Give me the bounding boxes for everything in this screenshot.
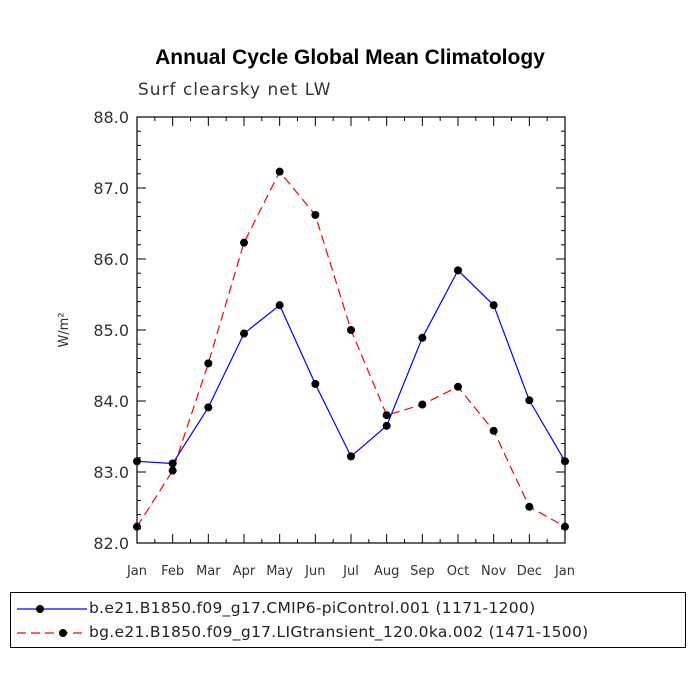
legend-label: b.e21.B1850.f09_g17.CMIP6-piControl.001 … <box>89 599 536 617</box>
legend-swatch-red <box>17 629 87 637</box>
series-line-1 <box>136 170 566 528</box>
data-point-s0-9 <box>454 266 462 275</box>
data-point-s1-11 <box>525 502 534 511</box>
x-tick-label: Feb <box>161 564 184 579</box>
y-axis-label: W/m² <box>57 312 72 347</box>
data-point-s0-7 <box>382 421 391 430</box>
y-tick-label: 87.0 <box>93 179 129 198</box>
data-point-s1-4 <box>275 167 284 176</box>
data-point-s1-12 <box>561 522 569 531</box>
x-tick-label: Jan <box>126 564 147 579</box>
data-point-s1-9 <box>454 382 462 391</box>
y-tick-label: 83.0 <box>93 463 129 482</box>
x-tick-label: Jan <box>554 564 575 579</box>
chart-title: Annual Cycle Global Mean Climatology <box>155 46 545 69</box>
y-tick-label: 82.0 <box>93 534 129 553</box>
data-point-s0-3 <box>240 329 248 338</box>
chart-legend: b.e21.B1850.f09_g17.CMIP6-piControl.001 … <box>10 592 686 648</box>
data-point-s1-8 <box>418 400 427 409</box>
data-point-s0-8 <box>418 333 427 342</box>
data-point-s0-4 <box>275 301 284 310</box>
x-tick-label: May <box>266 564 293 579</box>
legend-label: bg.e21.B1850.f09_g17.LIGtransient_120.0k… <box>89 623 589 641</box>
data-point-s1-7 <box>382 411 391 420</box>
data-point-s0-12 <box>561 457 569 466</box>
x-tick-label: Dec <box>517 564 542 579</box>
x-tick-label: Nov <box>481 564 507 579</box>
data-point-s0-11 <box>525 396 534 405</box>
series-line-0 <box>136 269 566 465</box>
data-point-s1-10 <box>489 426 498 435</box>
y-tick-label: 84.0 <box>93 392 129 411</box>
x-tick-label: Sep <box>410 564 435 579</box>
legend-swatch-blue <box>17 605 87 613</box>
chart-subtitle: Surf clearsky net LW <box>138 80 332 100</box>
x-tick-label: Jun <box>304 564 325 579</box>
data-point-s1-2 <box>204 359 213 368</box>
line-chart: Jan Feb Mar Apr May Jun Jul Aug Sep Oct Nov Dec Jan 8… <box>57 108 575 579</box>
data-point-s1-6 <box>347 326 355 334</box>
x-tick-label: Apr <box>233 564 256 579</box>
legend-entry: bg.e21.B1850.f09_g17.LIGtransient_120.0k… <box>11 621 687 645</box>
x-tick-label: Aug <box>374 564 399 579</box>
data-point-s0-6 <box>347 452 355 461</box>
data-point-s0-0 <box>133 457 141 466</box>
x-tick-label: Jul <box>342 564 359 579</box>
data-point-s0-1 <box>168 459 177 468</box>
y-tick-label: 86.0 <box>93 250 129 269</box>
data-point-s0-10 <box>489 301 498 310</box>
legend-entry: b.e21.B1850.f09_g17.CMIP6-piControl.001 … <box>11 597 687 621</box>
y-tick-label: 88.0 <box>93 108 129 127</box>
data-point-s0-5 <box>311 379 320 388</box>
data-point-s1-3 <box>240 238 248 247</box>
x-tick-label: Mar <box>196 564 221 579</box>
data-point-s1-0 <box>133 522 141 531</box>
x-tick-label: Oct <box>447 564 469 579</box>
data-point-s1-1 <box>168 466 177 475</box>
data-point-s0-2 <box>204 403 213 412</box>
y-tick-label: 85.0 <box>93 321 129 340</box>
data-point-s1-5 <box>311 210 320 219</box>
